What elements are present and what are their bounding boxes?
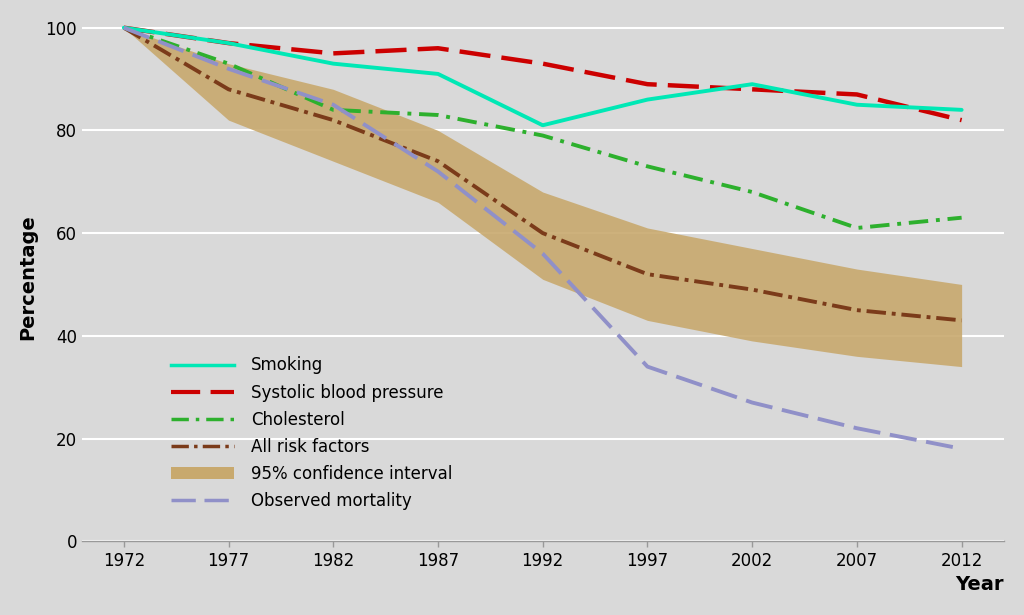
X-axis label: Year: Year — [955, 575, 1004, 594]
Y-axis label: Percentage: Percentage — [18, 214, 37, 339]
Legend: Smoking, Systolic blood pressure, Cholesterol, All risk factors, 95% confidence : Smoking, Systolic blood pressure, Choles… — [164, 350, 459, 517]
